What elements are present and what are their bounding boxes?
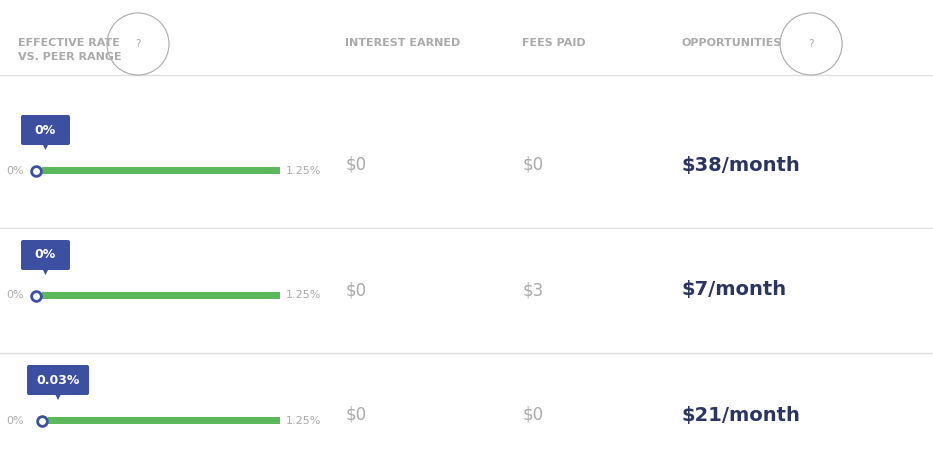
Text: $0: $0 [522, 156, 544, 174]
Text: $21/month: $21/month [681, 406, 800, 425]
Text: $0: $0 [522, 406, 544, 424]
Text: 0%: 0% [35, 124, 56, 136]
Text: EFFECTIVE RATE: EFFECTIVE RATE [18, 38, 119, 48]
Text: VS. PEER RANGE: VS. PEER RANGE [18, 52, 121, 62]
Text: ?: ? [135, 39, 141, 49]
Polygon shape [42, 268, 49, 275]
Text: OPPORTUNITIES: OPPORTUNITIES [681, 38, 782, 48]
FancyBboxPatch shape [27, 365, 89, 395]
Text: 1.25%: 1.25% [285, 165, 321, 175]
Text: $38/month: $38/month [681, 155, 800, 174]
Text: 0.03%: 0.03% [36, 373, 79, 387]
Text: $0: $0 [345, 156, 367, 174]
Text: $3: $3 [522, 281, 544, 299]
Text: 1.25%: 1.25% [285, 291, 321, 301]
FancyBboxPatch shape [42, 167, 280, 174]
Text: $0: $0 [345, 281, 367, 299]
Text: 0%: 0% [7, 416, 24, 426]
FancyBboxPatch shape [21, 240, 70, 270]
Polygon shape [54, 393, 62, 400]
Text: $7/month: $7/month [681, 281, 787, 300]
Text: 0%: 0% [7, 165, 24, 175]
Text: INTEREST EARNED: INTEREST EARNED [345, 38, 461, 48]
Text: 1.25%: 1.25% [285, 416, 321, 426]
Polygon shape [42, 143, 49, 150]
Text: $0: $0 [345, 406, 367, 424]
FancyBboxPatch shape [21, 115, 70, 145]
Text: FEES PAID: FEES PAID [522, 38, 586, 48]
Text: 0%: 0% [35, 248, 56, 262]
Text: ?: ? [808, 39, 814, 49]
Text: 0%: 0% [7, 291, 24, 301]
FancyBboxPatch shape [48, 417, 280, 424]
FancyBboxPatch shape [42, 292, 280, 299]
